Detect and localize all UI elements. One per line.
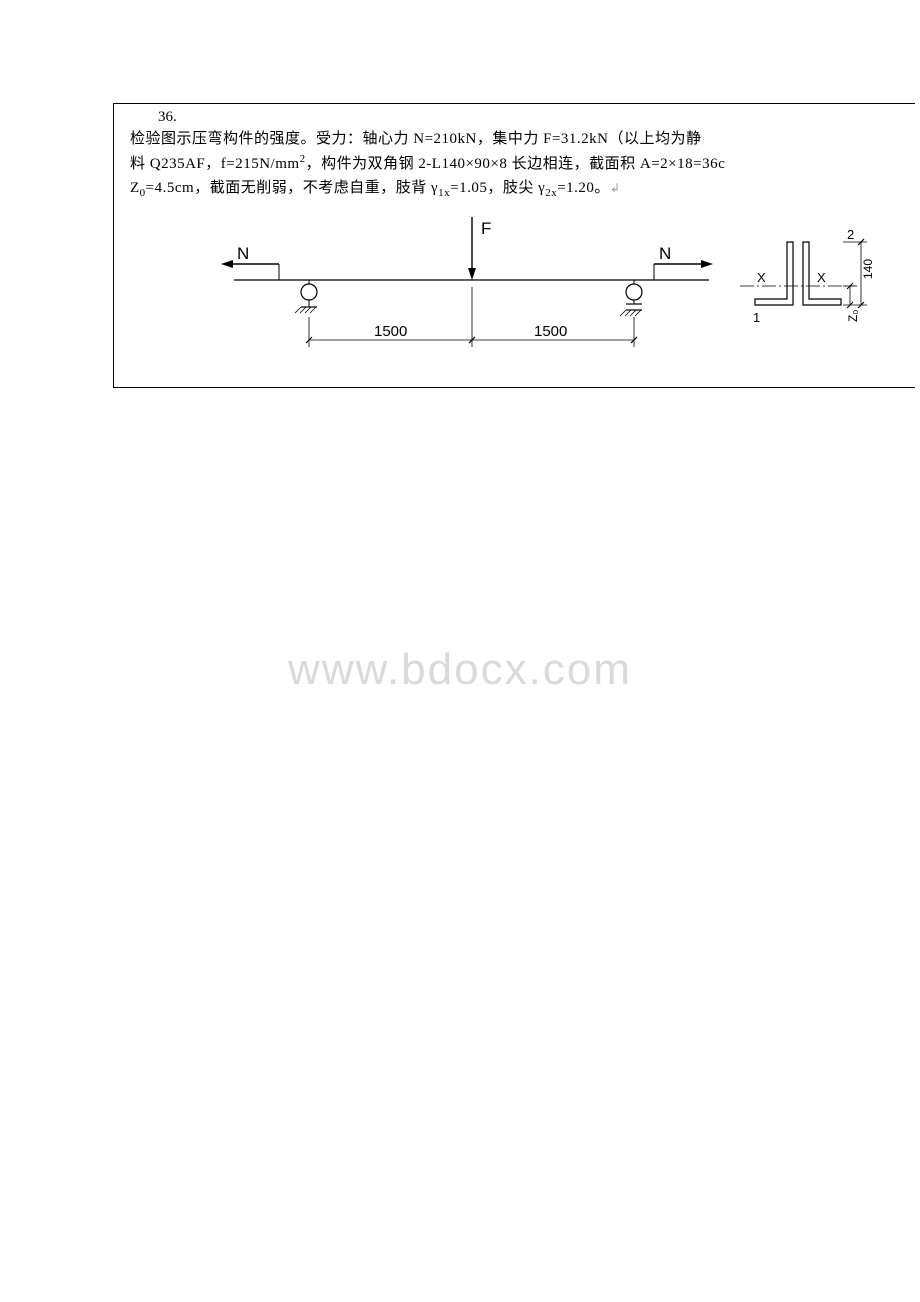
return-symbol: ↲ (610, 181, 621, 195)
span-right-label: 1500 (534, 323, 567, 340)
problem-container: 36. 检验图示压弯构件的强度。受力：轴心力 N=210kN，集中力 F=31.… (113, 103, 915, 388)
problem-line-1: 检验图示压弯构件的强度。受力：轴心力 N=210kN，集中力 F=31.2kN（… (130, 128, 915, 151)
section-label-2: 2 (847, 227, 854, 242)
beam-diagram: F N N (209, 212, 719, 387)
span-left-label: 1500 (374, 323, 407, 340)
watermark: www.bdocx.com (0, 645, 920, 695)
problem-line-2: 料 Q235AF，f=215N/mm2，构件为双角钢 2-L140×90×8 长… (130, 151, 915, 176)
line3-part2: =1.05，肢尖 (450, 180, 538, 196)
force-f-label: F (481, 219, 491, 238)
line3-part1: =4.5cm，截面无削弱，不考虑自重，肢背 (146, 180, 431, 196)
diagram-area: F N N (114, 212, 915, 387)
dim-z0: Z₀ (846, 309, 860, 321)
axial-n-right: N (659, 244, 671, 263)
x-axis-right: X (817, 270, 826, 285)
x-axis-left: X (757, 270, 766, 285)
question-number: 36. (158, 109, 915, 126)
line2-part1: 料 Q235AF，f=215N/mm (130, 156, 300, 172)
cross-section-diagram: X X 1 2 140 Z₀ (735, 227, 915, 347)
problem-text: 检验图示压弯构件的强度。受力：轴心力 N=210kN，集中力 F=31.2kN（… (114, 128, 915, 202)
problem-line-3: Z0=4.5cm，截面无削弱，不考虑自重，肢背 γ1x=1.05，肢尖 γ2x=… (130, 177, 915, 202)
line2-part2: ，构件为双角钢 2-L140×90×8 长边相连，截面积 A=2×18=36c (306, 156, 726, 172)
line1-text: 检验图示压弯构件的强度。受力：轴心力 N=210kN，集中力 F=31.2kN（… (130, 131, 702, 147)
line3-part3: =1.20。 (557, 180, 610, 196)
section-label-1: 1 (753, 310, 760, 325)
line3-gamma2sub: 2x (545, 187, 557, 199)
line3-gamma1sub: 1x (438, 187, 450, 199)
dim-height: 140 (861, 258, 875, 278)
line3-z0: Z (130, 180, 140, 196)
axial-n-left: N (237, 244, 249, 263)
